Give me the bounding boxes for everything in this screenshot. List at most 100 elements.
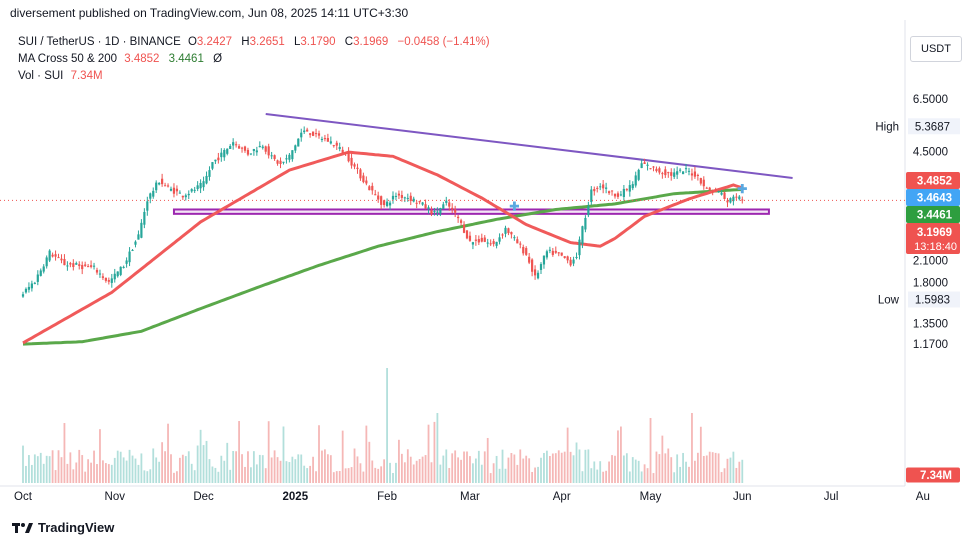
volume-bar: [643, 464, 646, 483]
candle-body: [36, 274, 39, 282]
candle-body: [436, 211, 439, 213]
volume-bar: [104, 463, 107, 483]
volume-bar: [439, 464, 442, 483]
volume-bar: [270, 457, 273, 483]
candle-body: [477, 239, 480, 243]
candle-body: [226, 148, 229, 154]
candle-body: [430, 210, 433, 214]
volume-bar: [350, 467, 353, 483]
candle-body: [116, 271, 119, 277]
volume-bar: [646, 468, 649, 483]
candle-body: [646, 164, 649, 166]
candle-body: [57, 257, 60, 259]
volume-bar: [460, 459, 462, 483]
volume-bar: [48, 456, 51, 483]
volume-bar: [285, 461, 288, 483]
volume-bar: [208, 459, 211, 483]
volume-bar: [673, 472, 676, 483]
candle-body: [353, 164, 356, 167]
candle-body: [252, 149, 255, 151]
volume-bar: [300, 454, 303, 483]
volume-bar: [667, 448, 670, 483]
candle-body: [531, 259, 534, 272]
candle-body: [548, 249, 551, 251]
volume-bar: [593, 461, 596, 483]
volume-bar: [516, 464, 519, 483]
candle-body: [187, 193, 190, 196]
volume-bar: [374, 467, 377, 483]
candle-body: [560, 252, 563, 256]
volume-bar: [238, 421, 240, 483]
candle-body: [504, 227, 507, 234]
candle-body: [492, 241, 495, 245]
volume-bar: [294, 459, 297, 483]
volume-bar: [640, 471, 643, 483]
candle-body: [457, 216, 460, 219]
volume-bar: [60, 457, 63, 483]
volume-bar: [258, 454, 261, 483]
candle-body: [696, 174, 699, 176]
volume-bar: [341, 430, 344, 483]
volume-bar: [486, 437, 489, 483]
candle-body: [409, 195, 412, 201]
candle-body: [92, 265, 96, 267]
volume-bar: [631, 457, 634, 483]
candle-body: [486, 242, 489, 244]
volume-legend: Vol · SUI 7.34M: [18, 70, 103, 82]
volume-bar: [569, 451, 572, 483]
candle-body: [21, 294, 25, 297]
volume-bar: [122, 457, 125, 483]
ma50-value: 3.4852: [124, 53, 160, 65]
candle-body: [637, 169, 640, 180]
volume-bar: [264, 468, 267, 483]
candle-body: [610, 190, 614, 192]
volume-bar: [655, 451, 658, 483]
open-value: 3.2427: [196, 36, 233, 48]
candle-body: [297, 138, 300, 147]
candle-body: [693, 171, 697, 177]
candle-body: [640, 163, 643, 169]
candle-body: [246, 149, 250, 155]
candle-body: [255, 150, 258, 153]
candle-body: [267, 146, 270, 156]
volume-bar: [525, 455, 528, 483]
candle-body: [78, 264, 81, 266]
volume-bar: [187, 451, 190, 483]
volume-bar: [735, 467, 738, 483]
x-tick-label: Apr: [553, 491, 571, 503]
volume-bar: [634, 459, 637, 483]
candle-body: [631, 184, 634, 189]
volume-bar: [457, 457, 460, 483]
candle-body: [459, 220, 463, 223]
volume-bar: [229, 469, 232, 483]
candle-body: [166, 185, 170, 187]
bar-countdown: 13:18:40: [914, 241, 957, 253]
tradingview-logo-icon: [12, 522, 33, 533]
volume-bar: [628, 471, 631, 483]
candle-body: [193, 189, 196, 191]
volume-bar: [338, 471, 341, 483]
tradingview-brand[interactable]: TradingView: [12, 520, 114, 535]
volume-bar: [211, 466, 214, 483]
volume-bar: [664, 453, 667, 483]
candle-body: [687, 170, 691, 172]
brand-name: TradingView: [38, 520, 115, 535]
volume-bar: [383, 459, 386, 483]
candle-body: [681, 171, 685, 175]
volume-bar: [57, 450, 60, 483]
y-tick-label: 1.3500: [913, 319, 948, 331]
volume-bar: [424, 455, 427, 483]
candle-body: [98, 273, 102, 275]
candle-body: [329, 141, 332, 144]
candle-body: [377, 195, 380, 200]
candle-body: [303, 130, 306, 133]
currency-button[interactable]: USDT: [910, 36, 962, 62]
candle-body: [454, 209, 457, 213]
volume-bar: [164, 451, 166, 483]
volume-bar: [649, 418, 652, 483]
volume-bar: [738, 461, 741, 483]
volume-bar: [143, 470, 146, 483]
ma200-line: [22, 188, 743, 346]
volume-value: 7.34M: [70, 70, 103, 82]
